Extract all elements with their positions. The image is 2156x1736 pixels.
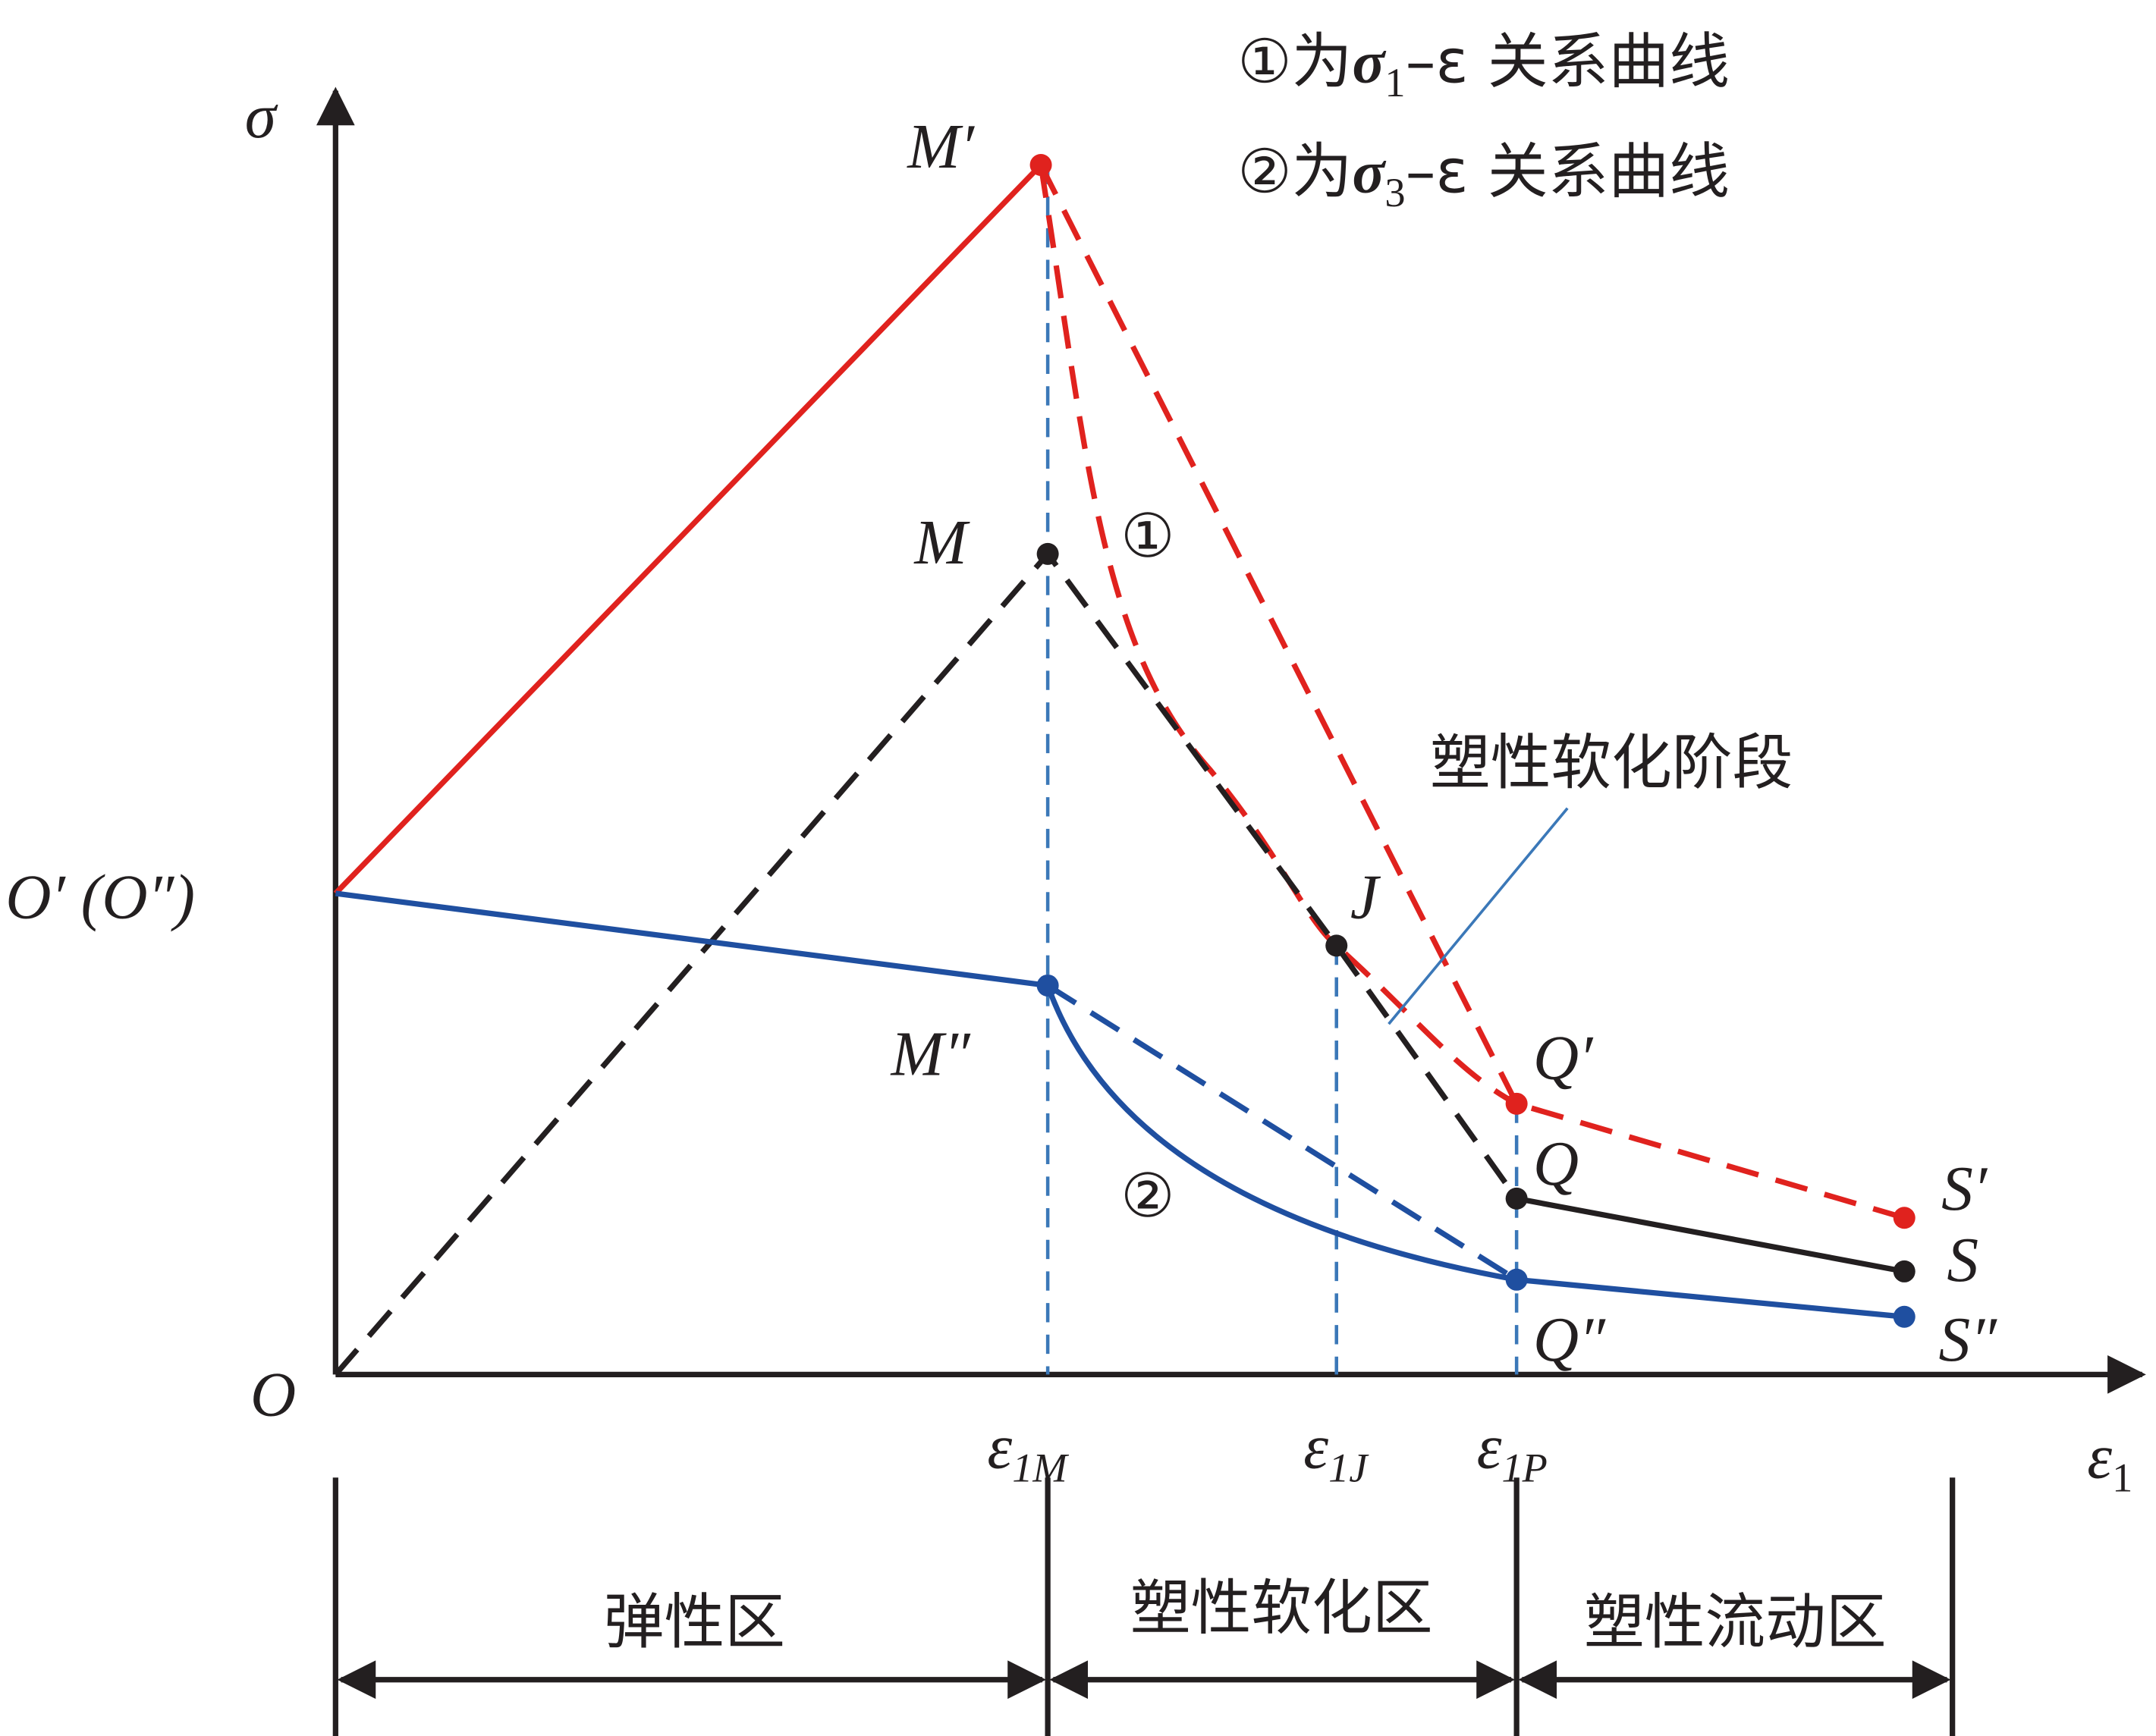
legend-marker: ①为 (1237, 27, 1352, 97)
curve-marker: ① (1120, 501, 1174, 571)
subscript: 3 (1384, 170, 1405, 215)
x-label: ε1 (2087, 1422, 2132, 1500)
point (1505, 1092, 1528, 1115)
blue-dashed (1046, 983, 1519, 1282)
leader-line (1388, 807, 1569, 1025)
legend-item: ①为σ1–ε 关系曲线 (1237, 27, 1730, 105)
point-label: Q″ (1533, 1305, 1606, 1375)
subscript: 1J (1328, 1446, 1369, 1491)
symbol: σ (1352, 30, 1386, 96)
point-label: J (1350, 863, 1381, 933)
red-line (333, 162, 1043, 896)
symbol: ε (2087, 1422, 2112, 1492)
red-dashed (1038, 163, 1906, 1221)
point (1029, 153, 1052, 176)
curves (333, 162, 1906, 1377)
point (1505, 1187, 1528, 1210)
legend-tail: –ε 关系曲线 (1406, 27, 1730, 97)
zone-label: 弹性区 (604, 1587, 785, 1657)
zone-label: 塑性流动区 (1584, 1587, 1887, 1657)
black-line (1516, 1195, 1905, 1274)
subscript: 1P (1501, 1446, 1547, 1491)
legend-item: ②为σ3–ε 关系曲线 (1237, 137, 1730, 215)
subscript: 1 (1384, 60, 1405, 105)
zones (332, 1477, 1956, 1736)
point (1893, 1207, 1916, 1229)
point-label: S′ (1941, 1154, 1988, 1224)
symbol: ε (987, 1413, 1012, 1483)
point (1893, 1260, 1916, 1282)
point (1505, 1268, 1528, 1291)
symbol: ε (1477, 1413, 1502, 1483)
point-label: Q′ (1533, 1024, 1594, 1094)
red-dashed-curve (1038, 164, 1518, 1107)
y-label: σ (245, 82, 278, 152)
point-label: M′ (907, 112, 975, 182)
blue-curve (1045, 984, 1905, 1320)
point-label: M (913, 508, 970, 578)
subscript: 1 (2112, 1455, 2132, 1500)
black-dashed (333, 549, 1520, 1377)
point-label: S (1947, 1226, 1978, 1295)
axes (316, 86, 2146, 1394)
strain-tick: ε1J (1303, 1413, 1369, 1491)
point (1036, 974, 1059, 997)
point-label: S″ (1939, 1305, 1998, 1375)
legend-tail: –ε 关系曲线 (1406, 137, 1730, 207)
strain-tick: ε1M (987, 1413, 1069, 1491)
zone-label: 塑性软化区 (1130, 1573, 1433, 1643)
guides (1045, 165, 1519, 1375)
labels: σ O O′ (O″) ε1 ①为σ1–ε 关系曲线 ②为σ3–ε 关系曲线 M… (5, 27, 2132, 1501)
point (1036, 542, 1059, 565)
blue-line (335, 890, 1048, 989)
origin-shift-label: O′ (O″) (5, 863, 195, 933)
points (1029, 153, 1916, 1328)
curve-marker: ② (1120, 1160, 1174, 1231)
symbol: σ (1352, 140, 1386, 206)
origin-label: O (250, 1361, 296, 1430)
point (1325, 934, 1348, 957)
subscript: 1M (1012, 1446, 1069, 1491)
annotation: 塑性软化阶段 (1430, 727, 1793, 798)
point-label: M″ (891, 1019, 971, 1089)
symbol: ε (1303, 1413, 1328, 1483)
legend-marker: ②为 (1237, 137, 1352, 207)
strain-tick: ε1P (1477, 1413, 1548, 1491)
point-label: Q (1533, 1129, 1579, 1199)
point (1893, 1305, 1916, 1328)
